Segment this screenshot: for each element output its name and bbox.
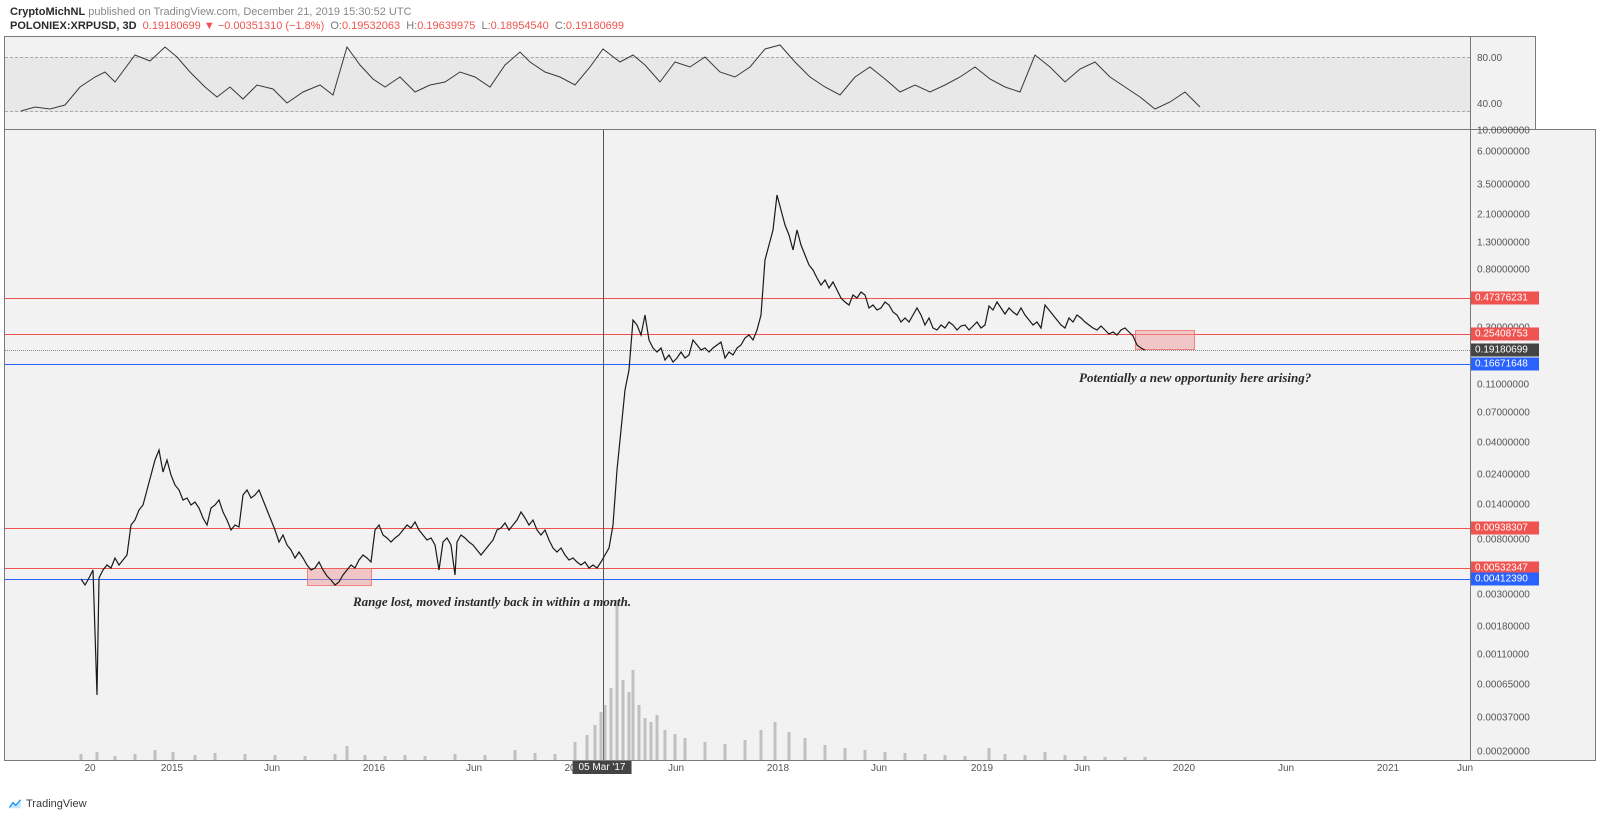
price-level-badge: 0.47376231 xyxy=(1471,292,1539,305)
time-tick-label: 2020 xyxy=(1173,763,1195,774)
published-on-text: published on TradingView.com, xyxy=(85,6,243,18)
publish-timestamp: December 21, 2019 15:30:52 UTC xyxy=(243,6,411,18)
price-tick-label: 0.04000000 xyxy=(1477,438,1530,449)
time-tick-label: 2018 xyxy=(767,763,789,774)
time-axis: 202015Jun2016Jun20Jun2018Jun2019Jun2020J… xyxy=(4,761,1596,781)
chart-container: 80.00 40.00 Range lost, moved instantly b… xyxy=(4,36,1596,781)
time-tick-label: 20 xyxy=(84,763,95,774)
down-arrow-icon: ▼ xyxy=(204,20,215,32)
crosshair-time-badge: 05 Mar '17 xyxy=(573,761,632,774)
price-tick-label: 1.30000000 xyxy=(1477,238,1530,249)
ticker-row: POLONIEX:XRPUSD, 3D 0.19180699 ▼ −0.0035… xyxy=(0,20,1600,36)
time-tick-label: Jun xyxy=(466,763,482,774)
author-name: CryptoMichNL xyxy=(10,6,85,18)
time-tick-label: Jun xyxy=(1278,763,1294,774)
price-tick-label: 0.00020000 xyxy=(1477,747,1530,758)
price-tick-label: 6.00000000 xyxy=(1477,147,1530,158)
chart-annotation-text[interactable]: Range lost, moved instantly back in with… xyxy=(353,594,631,610)
time-tick-label: Jun xyxy=(668,763,684,774)
price-tick-label: 0.01400000 xyxy=(1477,500,1530,511)
price-tick-label: 10.0000000 xyxy=(1477,126,1530,137)
price-tick-label: 3.50000000 xyxy=(1477,180,1530,191)
time-tick-label: 2021 xyxy=(1377,763,1399,774)
high-label: H: xyxy=(406,20,417,32)
price-tick-label: 0.00180000 xyxy=(1477,622,1530,633)
brand-name: TradingView xyxy=(26,798,87,810)
symbol: POLONIEX:XRPUSD xyxy=(10,20,116,32)
price-change: −0.00351310 (−1.8%) xyxy=(218,20,324,32)
time-tick-label: Jun xyxy=(1074,763,1090,774)
price-tick-label: 0.00300000 xyxy=(1477,590,1530,601)
price-tick-label: 0.07000000 xyxy=(1477,408,1530,419)
chart-annotation-text[interactable]: Potentially a new opportunity here arisi… xyxy=(1079,370,1311,386)
rsi-panel[interactable] xyxy=(4,36,1471,130)
price-tick-label: 0.11000000 xyxy=(1477,380,1529,391)
close-label: C: xyxy=(555,20,566,32)
tradingview-logo-icon xyxy=(8,799,22,809)
price-tick-label: 0.00065000 xyxy=(1477,680,1530,691)
interval: , 3D xyxy=(116,20,136,32)
price-series-svg xyxy=(5,130,1471,761)
price-tick-label: 0.00110000 xyxy=(1477,650,1529,661)
last-price: 0.19180699 xyxy=(143,20,201,32)
time-tick-label: 2015 xyxy=(161,763,183,774)
main-price-panel[interactable]: Range lost, moved instantly back in with… xyxy=(4,129,1471,761)
open-label: O: xyxy=(330,20,342,32)
price-axis: 10.0000000 6.00000000 3.50000000 2.10000000… xyxy=(1471,129,1596,761)
time-tick-label: 2016 xyxy=(363,763,385,774)
price-level-badge: 0.25408753 xyxy=(1471,328,1539,341)
rsi-tick-label: 80.00 xyxy=(1477,53,1502,64)
price-level-badge: 0.19180699 xyxy=(1471,344,1539,357)
price-tick-label: 0.00800000 xyxy=(1477,535,1530,546)
price-tick-label: 0.00037000 xyxy=(1477,713,1530,724)
low-value: 0.18954540 xyxy=(491,20,549,32)
price-tick-label: 2.10000000 xyxy=(1477,210,1530,221)
price-level-badge: 0.16671648 xyxy=(1471,358,1539,371)
price-tick-label: 0.02400000 xyxy=(1477,470,1530,481)
low-label: L: xyxy=(481,20,490,32)
time-tick-label: Jun xyxy=(264,763,280,774)
rsi-axis: 80.00 40.00 xyxy=(1471,36,1536,130)
open-value: 0.19532063 xyxy=(342,20,400,32)
rsi-line xyxy=(5,37,1472,131)
time-tick-label: 2019 xyxy=(971,763,993,774)
rsi-tick-label: 40.00 xyxy=(1477,99,1502,110)
high-value: 0.19639975 xyxy=(417,20,475,32)
price-level-badge: 0.00412390 xyxy=(1471,573,1539,586)
price-tick-label: 0.80000000 xyxy=(1477,265,1530,276)
time-tick-label: Jun xyxy=(1457,763,1473,774)
close-value: 0.19180699 xyxy=(566,20,624,32)
time-tick-label: Jun xyxy=(871,763,887,774)
brand-footer: TradingView xyxy=(8,798,87,810)
price-level-badge: 0.00938307 xyxy=(1471,522,1539,535)
publish-header: CryptoMichNL published on TradingView.co… xyxy=(0,0,1600,20)
